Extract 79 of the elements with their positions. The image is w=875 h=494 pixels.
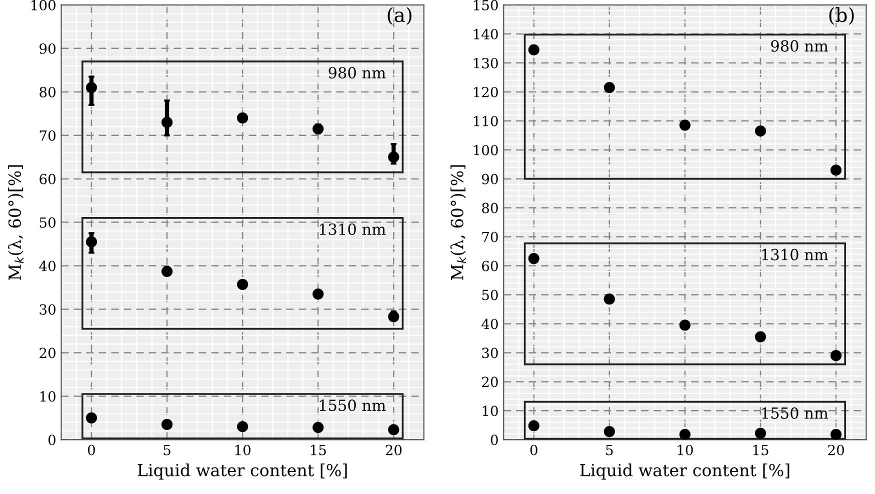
y-tick-label: 90	[40, 43, 56, 54]
y-tick-label: 30	[482, 348, 498, 358]
x-tick-label: 10	[235, 444, 250, 456]
point	[86, 412, 98, 424]
x-tick-label: 0	[530, 444, 538, 456]
x-tick-label: 15	[753, 444, 768, 456]
y-tick-label: 100	[32, 0, 56, 10]
x-tick-label: 5	[606, 444, 613, 456]
annotation: 1550 nm	[320, 400, 386, 412]
y-tick-label: 150	[474, 0, 498, 10]
point	[312, 422, 324, 434]
annotation: (a)	[388, 7, 412, 25]
y-tick-label: 80	[482, 202, 498, 214]
point	[312, 123, 324, 134]
point	[679, 428, 690, 440]
annotation: 980 nm	[328, 66, 386, 78]
point	[388, 311, 400, 322]
point	[604, 294, 615, 305]
y-tick-label: 120	[474, 86, 498, 98]
annotation: 1310 nm	[762, 248, 828, 260]
point	[830, 350, 842, 362]
y-tick-label: 80	[40, 86, 56, 98]
y-tick-label: 10	[482, 406, 498, 416]
annotation: 1310 nm	[320, 223, 386, 235]
y-tick-label: 0	[48, 434, 56, 446]
point	[754, 428, 766, 439]
x-axis-title: Liquid water content [%]	[138, 464, 347, 480]
y-tick-label: 50	[40, 217, 56, 228]
point	[237, 278, 248, 290]
y-tick-label: 90	[482, 174, 498, 184]
point	[161, 418, 173, 430]
y-tick-label: 20	[40, 348, 56, 358]
x-tick-label: 20	[828, 444, 844, 456]
x-tick-label: 5	[164, 444, 170, 456]
x-tick-label: 0	[88, 444, 95, 456]
point	[604, 426, 615, 438]
x-tick-label: 15	[310, 444, 326, 456]
y-tick-label: 60	[482, 260, 498, 272]
annotation: 1550 nm	[762, 407, 828, 419]
point	[604, 82, 615, 94]
y-axis-title: M$_{k}$(λ, 60°)[%]	[8, 165, 24, 280]
point	[237, 421, 248, 432]
y-tick-label: 50	[482, 290, 498, 300]
point	[754, 331, 766, 342]
y-tick-label: 0	[490, 434, 498, 446]
y-tick-label: 30	[40, 304, 56, 315]
point	[528, 44, 540, 56]
annotation: (b)	[829, 7, 854, 25]
point	[679, 120, 690, 131]
y-tick-label: 140	[474, 28, 498, 40]
point	[754, 125, 766, 137]
annotation: 980 nm	[771, 40, 828, 52]
point	[161, 116, 173, 128]
y-tick-label: 100	[474, 144, 498, 156]
y-axis-title: M$_{k}$(λ, 60°)[%]	[450, 165, 466, 280]
point	[161, 266, 173, 277]
point	[312, 288, 324, 300]
y-tick-label: 130	[474, 58, 498, 68]
point	[237, 112, 248, 124]
y-tick-label: 70	[482, 232, 498, 242]
y-tick-label: 10	[40, 391, 56, 402]
x-axis-title: Liquid water content [%]	[580, 464, 790, 480]
point	[86, 236, 98, 248]
point	[679, 320, 690, 331]
point	[388, 152, 400, 163]
point	[830, 164, 842, 176]
y-tick-label: 110	[474, 116, 498, 126]
x-tick-label: 20	[386, 444, 402, 456]
y-tick-label: 40	[482, 318, 498, 330]
y-tick-label: 40	[39, 260, 56, 272]
point	[528, 252, 540, 264]
x-tick-label: 10	[678, 444, 693, 456]
point	[830, 428, 842, 440]
point	[388, 424, 400, 436]
y-tick-label: 60	[40, 174, 56, 184]
y-tick-label: 20	[482, 376, 498, 388]
point	[86, 82, 98, 94]
y-tick-label: 70	[40, 130, 56, 141]
point	[528, 420, 540, 432]
